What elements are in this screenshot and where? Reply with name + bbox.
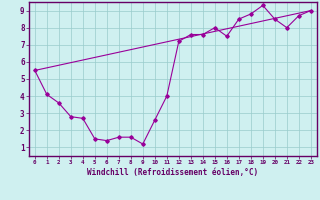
X-axis label: Windchill (Refroidissement éolien,°C): Windchill (Refroidissement éolien,°C) xyxy=(87,168,258,177)
